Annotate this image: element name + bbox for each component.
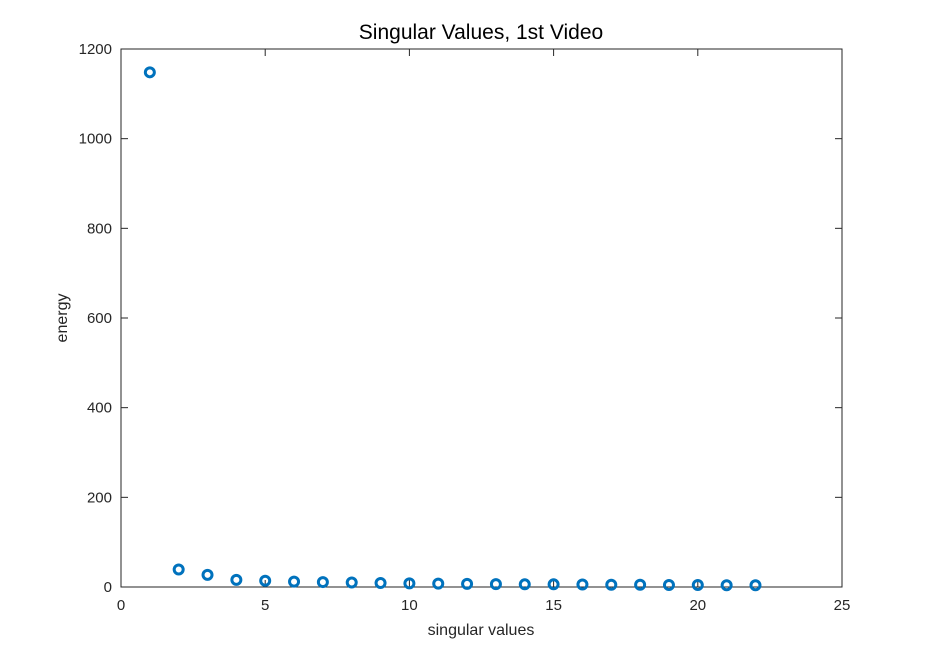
y-tick-label: 800 — [87, 220, 112, 237]
x-tick-label: 0 — [117, 597, 125, 614]
data-point — [201, 568, 214, 581]
chart-title: Singular Values, 1st Video — [359, 21, 603, 44]
data-point — [345, 576, 358, 589]
data-point — [288, 575, 301, 588]
y-tick-label: 0 — [104, 579, 112, 596]
data-point — [374, 576, 387, 589]
data-point — [172, 563, 185, 576]
x-tick-label: 5 — [261, 597, 269, 614]
data-points — [143, 66, 762, 592]
y-tick-label: 600 — [87, 310, 112, 327]
data-point — [576, 578, 589, 591]
axes-box — [120, 48, 843, 588]
data-point — [634, 578, 647, 591]
data-point — [691, 578, 704, 591]
data-point — [461, 577, 474, 590]
data-point — [547, 578, 560, 591]
data-point — [749, 579, 762, 592]
x-tick-label: 10 — [401, 597, 418, 614]
y-axis: 0 200 400 600 800 1000 1200 — [79, 41, 842, 596]
data-point — [316, 576, 329, 589]
data-point — [259, 574, 272, 587]
x-axis: 0 5 10 15 20 25 — [117, 49, 851, 614]
data-point — [605, 578, 618, 591]
plot-area-frame — [120, 48, 843, 588]
data-point — [518, 578, 531, 591]
data-point — [143, 66, 156, 79]
y-tick-label: 200 — [87, 489, 112, 506]
y-tick-label: 400 — [87, 400, 112, 417]
x-axis-label: singular values — [428, 622, 535, 639]
data-point — [230, 573, 243, 586]
data-point — [403, 577, 416, 590]
x-tick-label: 25 — [834, 597, 851, 614]
y-tick-label: 1200 — [79, 41, 112, 58]
y-tick-label: 1000 — [79, 131, 112, 148]
data-point — [662, 578, 675, 591]
data-point — [489, 578, 502, 591]
x-tick-label: 15 — [545, 597, 562, 614]
x-tick-label: 20 — [689, 597, 706, 614]
data-point — [720, 579, 733, 592]
data-point — [432, 577, 445, 590]
y-axis-label: energy — [54, 294, 71, 343]
